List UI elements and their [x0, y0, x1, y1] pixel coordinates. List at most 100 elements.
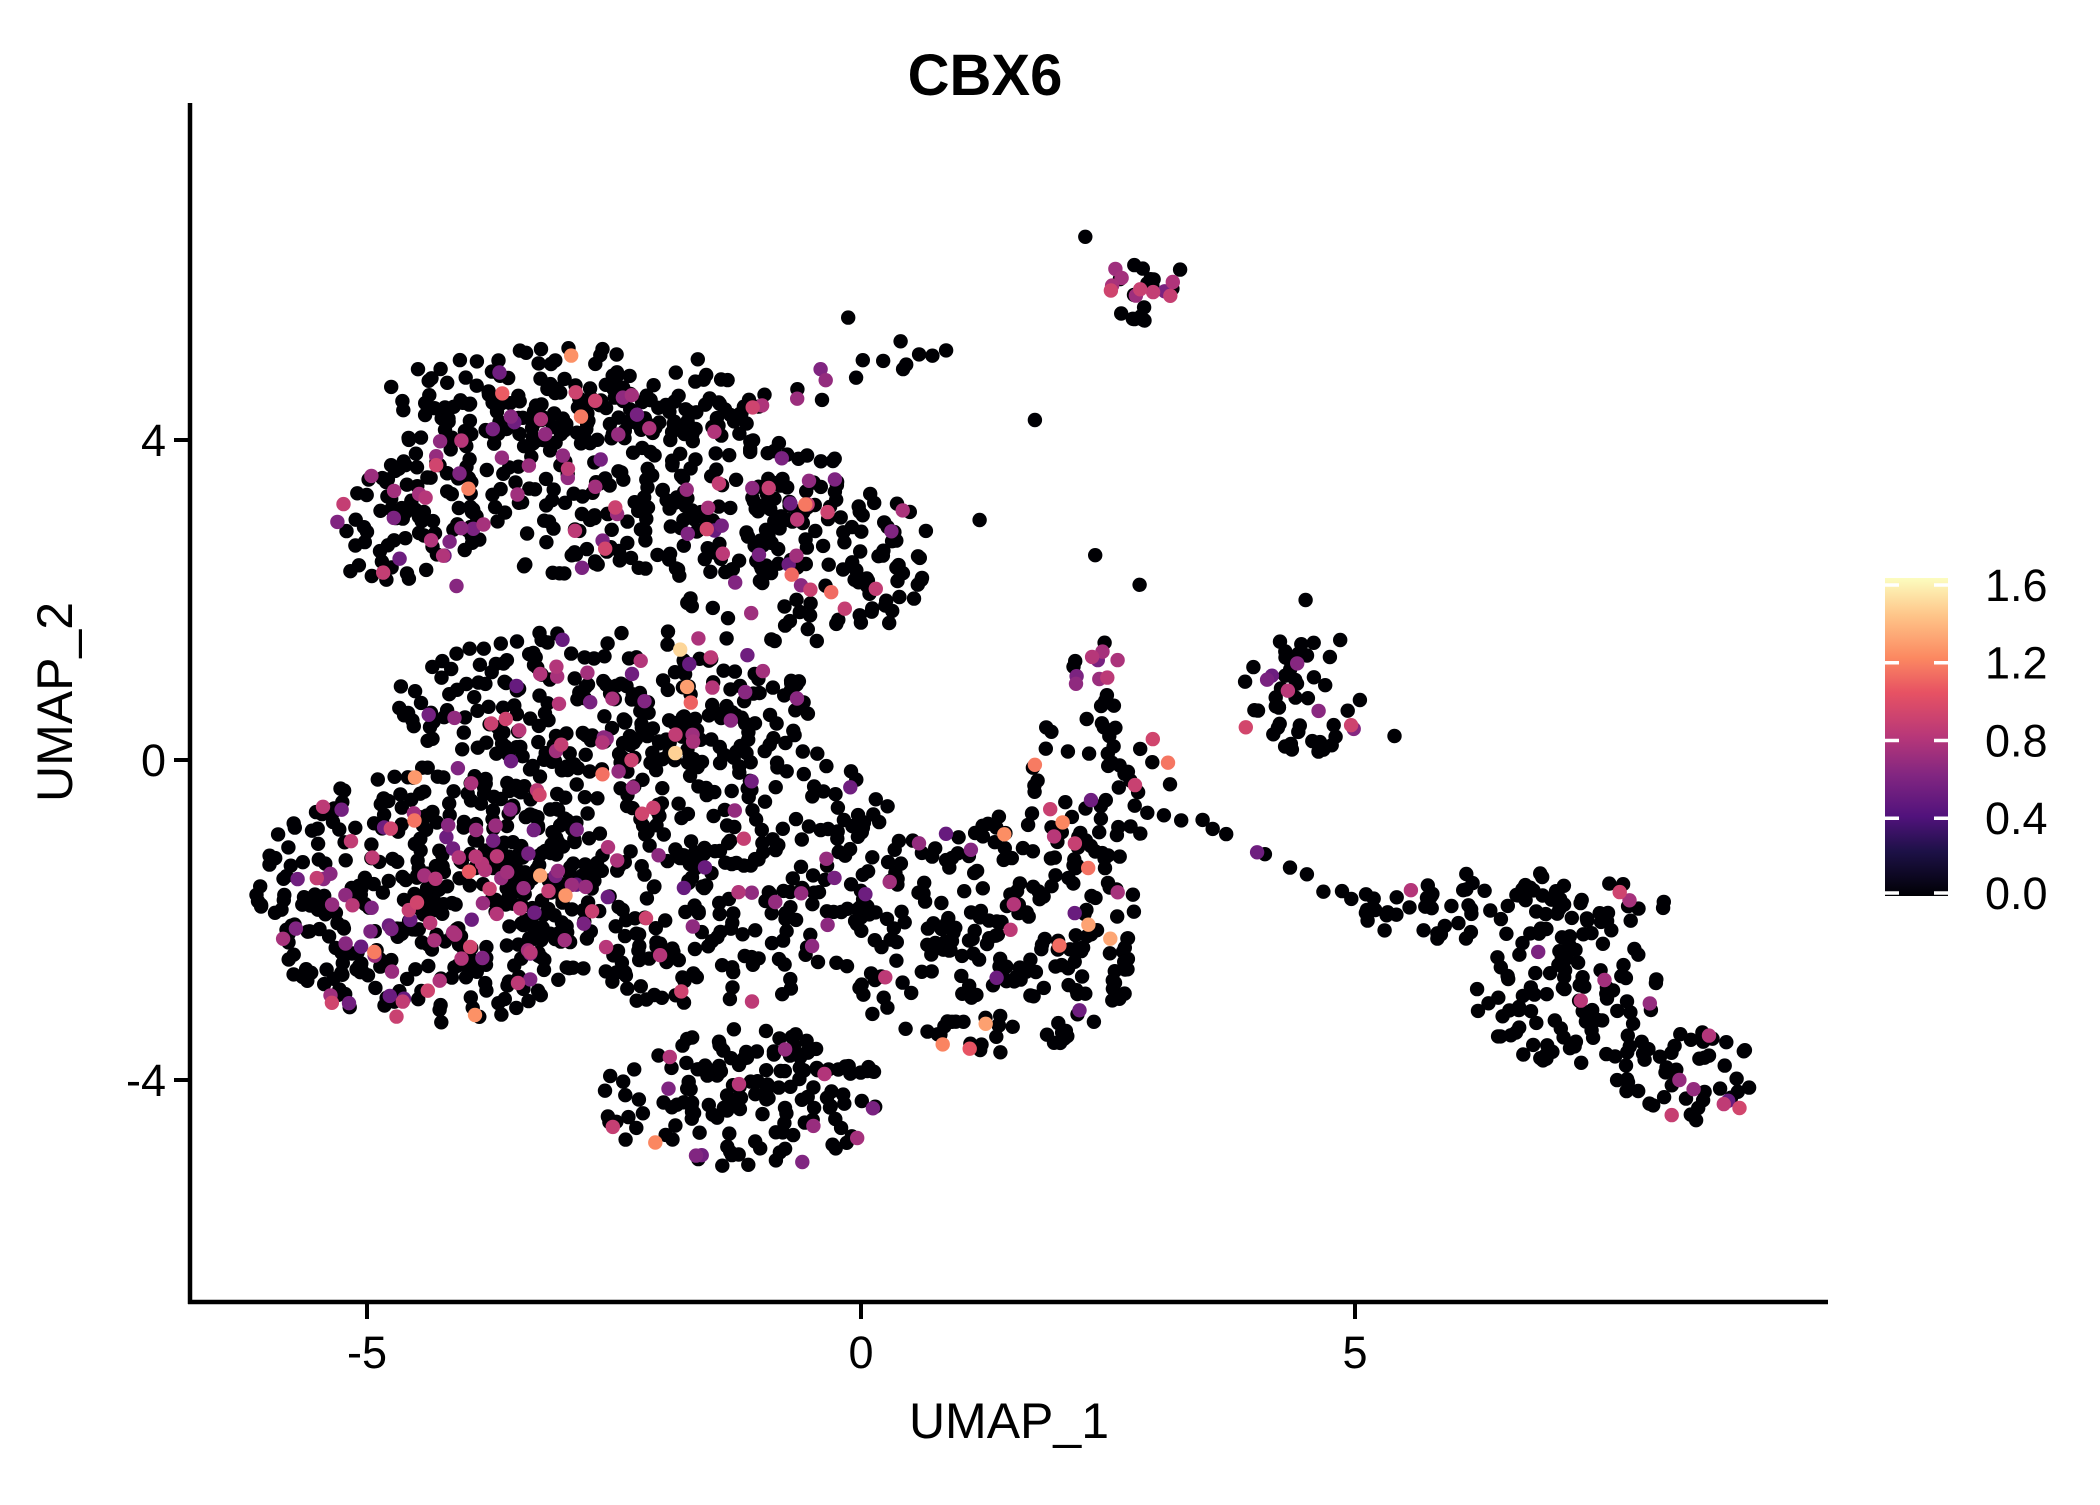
y-tick-label: 4	[141, 415, 166, 466]
cell-point	[895, 975, 910, 990]
cell-point	[578, 432, 593, 447]
cell-point	[766, 1044, 782, 1059]
cell-point	[1529, 904, 1544, 919]
cell-point	[691, 631, 706, 646]
cell-point	[676, 512, 691, 528]
cell-point	[822, 1100, 838, 1115]
cell-point	[425, 659, 440, 675]
cell-point	[837, 535, 852, 550]
cell-point	[1111, 819, 1126, 835]
cell-point	[609, 365, 625, 380]
cell-point	[518, 809, 533, 825]
cell-point	[668, 727, 683, 742]
cell-point	[388, 463, 403, 479]
cell-point	[1719, 1035, 1734, 1050]
cell-point	[1683, 1032, 1699, 1048]
cell-point	[774, 476, 789, 491]
cell-point	[1451, 915, 1466, 931]
cell-point	[882, 615, 897, 631]
cell-point	[697, 860, 713, 875]
cell-point	[1483, 903, 1498, 918]
cell-point	[890, 573, 905, 589]
cell-point	[530, 809, 545, 825]
cell-point	[793, 859, 809, 874]
cell-point	[420, 470, 435, 485]
cell-point	[523, 945, 538, 960]
cell-point	[954, 968, 969, 984]
cell-point	[757, 794, 773, 809]
cell-point	[715, 546, 730, 561]
cell-point	[275, 931, 291, 946]
cell-point	[752, 685, 767, 701]
cell-point	[1306, 635, 1321, 650]
cell-point	[689, 970, 704, 985]
cell-point	[399, 971, 415, 987]
cell-point	[937, 1019, 952, 1034]
cell-point	[732, 765, 747, 780]
cell-point	[1145, 731, 1161, 747]
cell-point	[1463, 902, 1479, 917]
cell-point	[1055, 815, 1070, 830]
cell-point	[521, 846, 536, 861]
cell-point	[624, 666, 640, 682]
cell-point	[1570, 955, 1586, 970]
cell-point	[748, 1087, 763, 1102]
cell-point	[433, 361, 448, 377]
cell-point	[593, 348, 608, 363]
cell-point	[383, 821, 398, 836]
cell-point	[1555, 980, 1571, 995]
cell-point	[701, 939, 716, 954]
cell-point	[1043, 851, 1059, 866]
cell-point	[997, 827, 1012, 842]
cell-point	[817, 1066, 832, 1082]
cell-point	[629, 926, 644, 941]
cell-point	[407, 813, 422, 828]
cell-point	[588, 479, 603, 494]
cell-point	[782, 613, 798, 629]
cell-point	[414, 514, 429, 529]
cell-point	[435, 548, 451, 563]
cell-point	[671, 388, 686, 403]
cell-point	[432, 973, 447, 988]
cell-point	[1688, 1113, 1704, 1128]
cell-point	[334, 802, 349, 817]
cell-point	[705, 680, 720, 695]
cell-point	[732, 1090, 747, 1105]
cell-point	[1135, 261, 1151, 276]
cell-point	[576, 916, 591, 931]
cell-point	[783, 971, 798, 987]
cell-point	[552, 566, 567, 581]
cell-point	[567, 523, 583, 538]
cell-point	[464, 912, 479, 927]
cell-point	[679, 679, 695, 695]
cell-point	[805, 897, 820, 912]
cell-point	[642, 838, 657, 853]
cell-point	[818, 373, 833, 388]
cell-point	[1110, 885, 1125, 900]
cell-point	[485, 803, 501, 818]
cell-point	[447, 710, 462, 726]
cell-point	[651, 848, 666, 863]
cell-point	[509, 678, 524, 694]
cell-point	[1282, 860, 1298, 875]
cell-point	[605, 1119, 620, 1135]
cell-point	[886, 921, 902, 936]
cell-point	[682, 656, 697, 672]
cell-point	[1300, 691, 1316, 706]
cell-point	[1046, 829, 1062, 844]
cell-point	[1092, 825, 1107, 840]
cell-point	[500, 865, 515, 880]
cell-point	[668, 1118, 683, 1133]
cell-point	[623, 550, 639, 566]
cell-point	[1512, 947, 1527, 962]
cell-point	[722, 448, 737, 463]
cell-point	[476, 517, 491, 532]
cell-point	[574, 560, 590, 575]
cell-point	[1305, 733, 1320, 749]
cell-point	[461, 864, 477, 879]
cell-point	[1205, 821, 1220, 837]
cell-point	[675, 710, 690, 725]
cell-point	[542, 443, 558, 458]
cell-point	[512, 723, 527, 738]
cell-point	[1020, 817, 1036, 833]
